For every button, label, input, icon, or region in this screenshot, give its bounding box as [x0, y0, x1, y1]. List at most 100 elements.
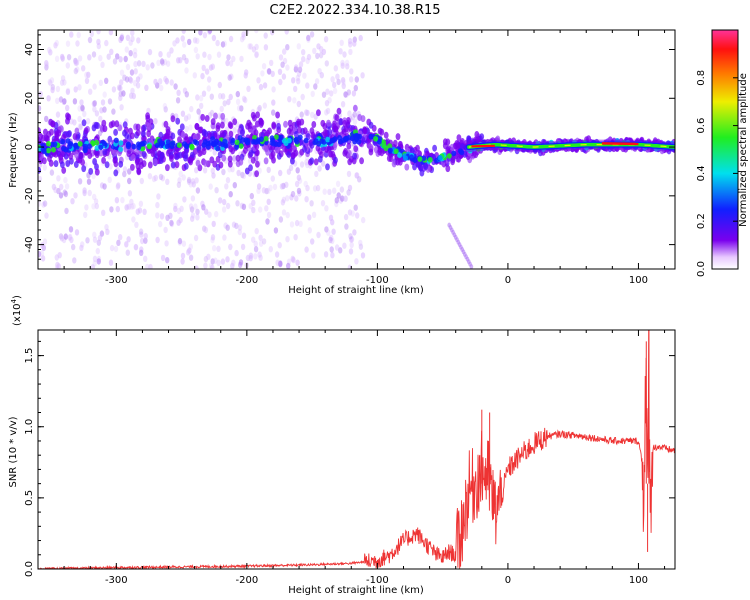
- spectrogram-speckle: [330, 219, 335, 226]
- spectrogram-speckle: [104, 39, 109, 47]
- spectrogram-speckle: [102, 183, 107, 190]
- spectrogram-speckle: [294, 219, 300, 227]
- spectrogram-speckle: [347, 110, 352, 117]
- spectrogram-speckle: [125, 249, 130, 256]
- spectrogram-speckle: [184, 57, 189, 65]
- spectrogram-speckle: [349, 76, 354, 83]
- spectrogram-band: [122, 121, 128, 129]
- spectrogram-core: [154, 142, 160, 149]
- spectrogram-speckle: [188, 124, 193, 131]
- spectrogram-speckle: [187, 247, 192, 254]
- spectrogram-speckle: [224, 183, 229, 190]
- spectrogram-speckle: [273, 227, 279, 234]
- spectrogram-speckle: [186, 178, 192, 185]
- x-tick-label: -300: [105, 275, 128, 286]
- spectrogram-speckle: [155, 212, 160, 219]
- figure-title: C2E2.2022.334.10.38.R15: [269, 3, 440, 18]
- spectrogram-speckle: [293, 64, 299, 71]
- spectrogram-band: [142, 124, 147, 132]
- spectrogram-speckle: [169, 220, 175, 228]
- spectrogram-band: [352, 152, 357, 160]
- spectrogram-speckle: [80, 241, 85, 248]
- spectrogram-core: [234, 144, 240, 150]
- spectrogram-speckle: [69, 31, 74, 38]
- spectrogram-band: [474, 131, 480, 138]
- spectrogram-speckle: [163, 226, 168, 234]
- spectrogram-speckle: [249, 192, 254, 200]
- spectrogram-speckle: [208, 183, 213, 190]
- spectrogram-speckle: [62, 98, 67, 105]
- spectrogram-speckle: [360, 252, 366, 259]
- spectrogram-band: [228, 130, 234, 138]
- spectrogram-speckle: [58, 192, 64, 199]
- spectrogram-speckle: [251, 199, 256, 206]
- spectrogram-core: [146, 143, 152, 150]
- spectrogram-speckle: [218, 92, 223, 100]
- spectrogram-speckle: [180, 110, 186, 117]
- spectrogram-speckle: [141, 60, 146, 68]
- spectrogram-speckle: [307, 214, 312, 221]
- spectrogram-speckle: [125, 63, 131, 71]
- spectrogram-band: [113, 169, 119, 177]
- spectrogram-speckle: [182, 196, 187, 203]
- spectrogram-speckle: [181, 174, 186, 181]
- spectrogram-band: [68, 152, 74, 160]
- spectrogram-speckle: [153, 118, 158, 125]
- spectrogram-band: [309, 127, 315, 135]
- spectrogram-speckle: [284, 181, 289, 188]
- y-tick-label: 1.0: [24, 419, 35, 435]
- spectrogram-speckle: [350, 114, 355, 121]
- spectrogram-band: [130, 154, 136, 161]
- spectrogram-speckle: [198, 95, 204, 102]
- spectrogram-band: [98, 149, 104, 157]
- spectrogram-speckle: [160, 175, 165, 182]
- spectrogram-speckle: [297, 177, 303, 184]
- spectrogram-speckle: [165, 60, 171, 67]
- spectrogram-speckle: [210, 236, 215, 244]
- spectrogram-speckle: [164, 77, 169, 85]
- spectrogram-speckle: [348, 233, 353, 240]
- spectrogram-speckle: [237, 228, 242, 236]
- spectrogram-band: [353, 104, 358, 112]
- spectrogram-speckle: [129, 203, 134, 210]
- spectrogram-band: [141, 150, 147, 158]
- spectrogram-band: [404, 163, 410, 171]
- x-tick-label: -300: [105, 575, 128, 586]
- spectrogram-speckle: [92, 255, 98, 262]
- spectrogram-band: [317, 155, 323, 163]
- spectrogram-band: [126, 150, 132, 158]
- spectrogram-speckle: [241, 203, 247, 210]
- spectrogram-speckle: [38, 251, 42, 258]
- spectrogram-speckle: [321, 91, 327, 98]
- spectrogram-speckle: [358, 243, 364, 250]
- spectrogram-speckle: [70, 198, 75, 205]
- spectrogram-speckle: [129, 198, 134, 206]
- spectrogram-speckle: [177, 177, 182, 184]
- spectrogram-speckle: [100, 61, 105, 68]
- spectrogram-speckle: [60, 53, 65, 61]
- spectrogram-speckle: [324, 226, 329, 233]
- spectrogram-speckle: [136, 60, 142, 67]
- spectrogram-speckle: [343, 91, 348, 98]
- spectrogram-speckle: [317, 165, 322, 172]
- spectrogram-band: [42, 157, 47, 165]
- colorbar-tick-label: 0.8: [696, 70, 707, 86]
- spectrogram-speckle: [251, 236, 256, 243]
- spectrogram-core: [337, 135, 343, 141]
- spectrogram-band: [87, 152, 93, 159]
- spectrogram-speckle: [285, 44, 290, 51]
- spectrogram-speckle: [295, 259, 300, 266]
- spectrogram-speckle: [86, 71, 91, 79]
- snr-ticks: -300 -200 -100 0 100 0.0 0.5 1.0 1.5: [24, 330, 675, 586]
- spectrogram-speckle: [115, 205, 121, 213]
- spectrogram-speckle: [87, 54, 92, 61]
- spectrogram-speckle: [144, 84, 149, 92]
- spectrogram-band: [409, 147, 415, 155]
- spectrogram-speckle: [92, 193, 97, 201]
- spectrogram-band: [66, 113, 72, 121]
- spectrogram-core: [118, 140, 124, 146]
- spectrogram-band: [74, 127, 80, 135]
- spectrogram-speckle: [202, 51, 207, 58]
- spectrogram-speckle: [95, 247, 101, 255]
- spectrogram-y-label: Frequency (Hz): [8, 112, 19, 188]
